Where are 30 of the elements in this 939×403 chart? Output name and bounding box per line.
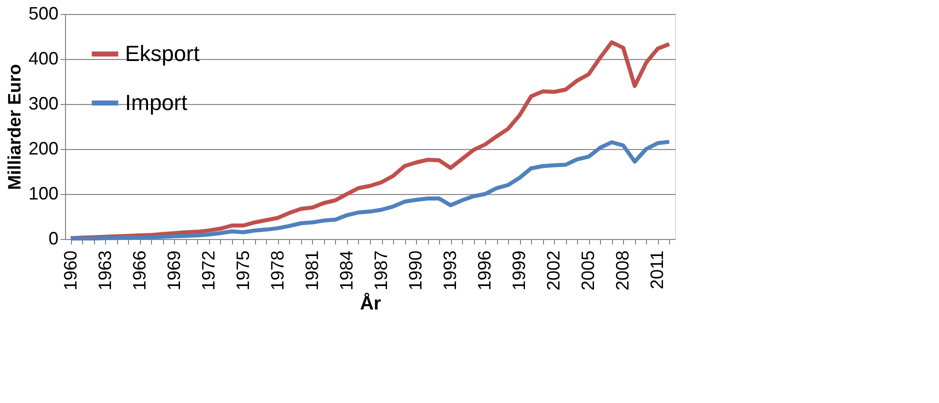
legend-label: Import <box>125 90 188 115</box>
x-tick-label: 2002 <box>544 250 564 291</box>
legend-label: Eksport <box>125 41 200 66</box>
x-tick-label: 1966 <box>129 250 150 291</box>
x-tick-label: 1999 <box>509 250 530 291</box>
x-tick-label: 1972 <box>198 250 218 291</box>
y-tick-label: 400 <box>28 48 58 68</box>
x-tick-label: 2005 <box>578 250 598 291</box>
x-tick-label: 1993 <box>440 250 460 291</box>
line-series <box>68 140 672 241</box>
y-tick-label: 200 <box>28 138 58 158</box>
x-axis-title: År <box>360 292 382 315</box>
line-series <box>68 40 672 240</box>
y-tick-label: 500 <box>28 4 58 24</box>
x-tick-label: 1987 <box>371 250 392 291</box>
x-tick-label: 1975 <box>232 250 253 291</box>
y-axis-title: Milliarder Euro <box>4 64 24 190</box>
y-tick-label: 0 <box>48 228 58 248</box>
y-tick-label: 300 <box>28 94 58 114</box>
x-tick-label: 1978 <box>267 250 288 291</box>
x-tick-label: 1963 <box>94 250 115 291</box>
x-tick-label: 1990 <box>406 250 426 291</box>
x-tick-label: 1996 <box>474 250 495 291</box>
x-tick-label: 2011 <box>647 250 668 290</box>
x-tick-label: 1960 <box>60 250 80 291</box>
y-tick-label: 100 <box>28 184 58 204</box>
x-tick-label: 1981 <box>302 250 322 291</box>
x-tick-label: 2008 <box>612 250 633 291</box>
x-tick-label: 1969 <box>164 250 184 291</box>
x-tick-label: 1984 <box>336 250 356 291</box>
